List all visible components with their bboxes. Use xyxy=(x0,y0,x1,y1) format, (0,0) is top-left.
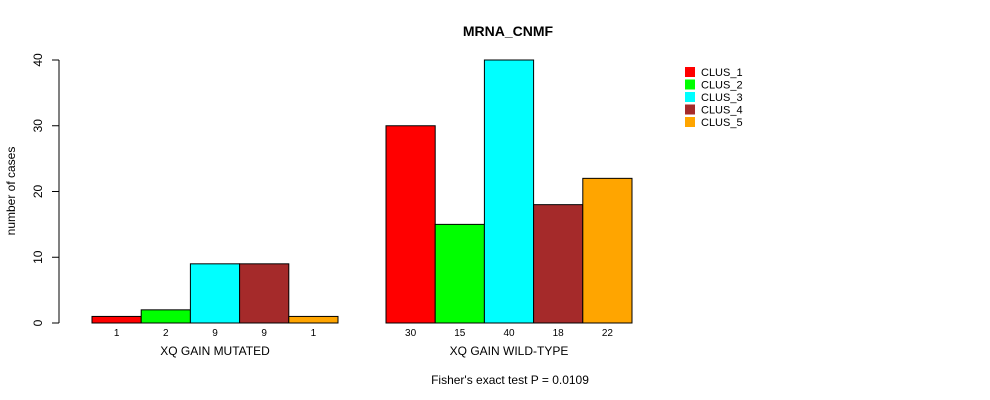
legend-swatch-clus_5 xyxy=(685,117,695,127)
bar-clus_4-group-2 xyxy=(533,204,584,324)
group-label: XQ GAIN WILD-TYPE xyxy=(450,344,569,358)
fisher-test-annotation: Fisher's exact test P = 0.0109 xyxy=(431,373,589,387)
y-tick-label: 30 xyxy=(31,119,45,133)
y-axis: 0 10 20 30 40 xyxy=(31,53,60,326)
chart-title: MRNA_CNMF xyxy=(463,23,554,39)
y-tick-label: 40 xyxy=(31,53,45,67)
bar-count-label: 30 xyxy=(405,328,417,339)
legend-swatch-clus_2 xyxy=(685,79,695,90)
bar-clus_5-group-1 xyxy=(288,315,339,324)
legend-swatch-clus_4 xyxy=(685,104,695,115)
legend-label: CLUS_5 xyxy=(701,117,743,129)
bar-count-label: 40 xyxy=(503,328,515,339)
bar-count-label: 9 xyxy=(261,328,267,339)
bar-count-label: 9 xyxy=(212,328,218,339)
legend-swatch-clus_3 xyxy=(685,92,695,102)
legend-label: CLUS_1 xyxy=(701,67,743,79)
bar-clus_2-group-1 xyxy=(140,309,191,324)
y-tick-label: 0 xyxy=(31,319,45,326)
y-tick-label: 10 xyxy=(31,250,45,264)
bar-clus_4-group-1 xyxy=(239,263,290,324)
y-tick-label: 20 xyxy=(31,185,45,199)
legend-label: CLUS_2 xyxy=(701,80,743,92)
bar-count-label: 1 xyxy=(114,328,120,339)
group-label: XQ GAIN MUTATED xyxy=(160,344,270,358)
bar-clus_5-group-2 xyxy=(582,177,633,324)
bar-clus_3-group-2 xyxy=(483,59,535,324)
bar-count-label: 18 xyxy=(553,328,565,339)
bars: 1 2 9 9 1 XQ GAIN MUTATED 30 15 40 18 22 XQ GAIN WI… xyxy=(91,59,633,358)
bar-count-label: 22 xyxy=(602,328,614,339)
y-axis-label: number of cases xyxy=(4,147,18,236)
bar-count-label: 15 xyxy=(454,328,466,339)
bar-clus_1-group-2 xyxy=(385,125,436,324)
legend-label: CLUS_4 xyxy=(701,105,743,117)
bar-clus_3-group-1 xyxy=(189,263,241,324)
legend-swatch-clus_1 xyxy=(685,67,695,77)
bar-clus_2-group-2 xyxy=(434,223,485,324)
bar-count-label: 2 xyxy=(163,328,169,339)
legend-label: CLUS_3 xyxy=(701,92,743,104)
bar-count-label: 1 xyxy=(311,328,317,339)
bar-clus_1-group-1 xyxy=(91,315,142,324)
